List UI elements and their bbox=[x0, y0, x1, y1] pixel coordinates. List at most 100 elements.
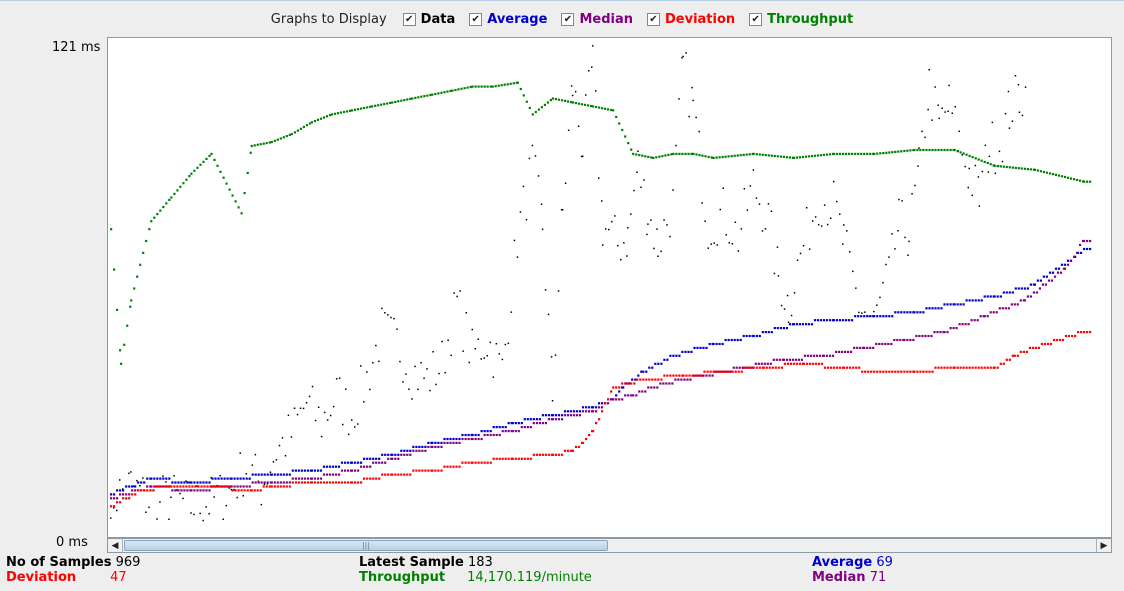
deviation-point bbox=[507, 457, 510, 460]
deviation-point bbox=[817, 362, 821, 365]
average-point bbox=[431, 441, 434, 444]
deviation-point bbox=[294, 481, 297, 484]
deviation-point bbox=[253, 489, 256, 492]
average-point bbox=[894, 311, 897, 314]
average-point bbox=[640, 370, 643, 373]
deviation-point bbox=[654, 378, 657, 381]
deviation-point bbox=[303, 481, 306, 484]
deviation-point bbox=[1049, 342, 1053, 346]
throughput-point bbox=[346, 110, 349, 113]
data-point bbox=[323, 411, 326, 414]
throughput-point bbox=[560, 99, 564, 102]
deviation-point bbox=[633, 382, 636, 385]
data-point bbox=[176, 489, 178, 491]
scroll-right-arrow-icon[interactable]: ▶ bbox=[1096, 539, 1111, 552]
average-point bbox=[458, 437, 461, 441]
deviation-stat-value: 47 bbox=[110, 570, 127, 585]
median-checkbox[interactable]: ✔ bbox=[561, 12, 575, 26]
throughput-point bbox=[928, 148, 931, 152]
average-point bbox=[946, 303, 949, 306]
data-point bbox=[984, 144, 987, 147]
median-point bbox=[1001, 307, 1004, 310]
data-checkbox[interactable]: ✔ bbox=[402, 12, 416, 26]
deviation-point bbox=[1080, 331, 1083, 334]
throughput-point bbox=[503, 83, 506, 86]
data-point bbox=[780, 304, 783, 307]
average-point bbox=[916, 311, 919, 314]
throughput-point bbox=[554, 98, 557, 101]
throughput-checkbox[interactable]: ✔ bbox=[749, 12, 763, 26]
deviation-point bbox=[122, 497, 125, 500]
deviation-point bbox=[959, 366, 962, 369]
deviation-point bbox=[1086, 331, 1089, 334]
deviation-point bbox=[449, 465, 452, 468]
throughput-point bbox=[129, 305, 132, 308]
scrollbar-thumb[interactable]: ||| bbox=[124, 540, 608, 551]
throughput-point bbox=[627, 142, 630, 145]
data-point bbox=[314, 419, 317, 422]
throughput-point bbox=[1048, 172, 1052, 175]
toggle-median[interactable]: ✔ Median bbox=[561, 12, 633, 27]
deviation-point bbox=[477, 461, 480, 464]
throughput-point bbox=[145, 239, 148, 243]
scroll-left-arrow-icon[interactable]: ◀ bbox=[108, 539, 123, 552]
throughput-point bbox=[999, 165, 1002, 168]
average-point bbox=[956, 303, 959, 306]
average-point bbox=[517, 422, 520, 425]
median-point bbox=[806, 354, 810, 357]
toggle-average[interactable]: ✔ Average bbox=[469, 12, 547, 27]
average-point bbox=[464, 433, 467, 437]
median-point bbox=[903, 338, 906, 342]
throughput-point bbox=[621, 128, 624, 132]
average-point bbox=[829, 319, 832, 322]
median-point bbox=[415, 449, 418, 452]
average-point bbox=[443, 437, 446, 441]
data-point bbox=[1004, 112, 1007, 115]
deviation-point bbox=[601, 410, 604, 413]
data-point bbox=[348, 433, 350, 436]
throughput-point bbox=[885, 151, 888, 154]
deviation-checkbox[interactable]: ✔ bbox=[646, 12, 660, 26]
samples-value: 969 bbox=[115, 555, 141, 570]
deviation-point bbox=[715, 370, 718, 373]
median-point bbox=[662, 382, 665, 385]
data-point bbox=[904, 236, 906, 239]
average-point bbox=[193, 481, 196, 484]
median-point bbox=[668, 382, 671, 385]
median-point bbox=[403, 453, 406, 456]
toggle-deviation[interactable]: ✔ Deviation bbox=[646, 12, 735, 27]
average-point bbox=[554, 414, 557, 417]
throughput-point bbox=[860, 152, 863, 155]
toggle-throughput[interactable]: ✔ Throughput bbox=[749, 12, 853, 27]
median-point bbox=[134, 489, 137, 492]
toggle-data[interactable]: ✔ Data bbox=[402, 12, 455, 27]
median-point bbox=[230, 485, 233, 488]
median-point bbox=[829, 354, 832, 357]
data-point bbox=[378, 360, 380, 363]
median-point bbox=[270, 481, 273, 484]
throughput-point bbox=[638, 154, 641, 157]
median-point bbox=[598, 406, 601, 409]
throughput-point bbox=[371, 105, 374, 108]
average-point bbox=[378, 457, 381, 460]
throughput-point bbox=[845, 152, 848, 155]
average-point bbox=[418, 445, 421, 448]
deviation-point bbox=[1089, 331, 1092, 334]
data-point bbox=[366, 371, 368, 373]
throughput-point bbox=[273, 139, 276, 142]
median-point bbox=[427, 445, 430, 448]
data-point bbox=[272, 461, 275, 463]
median-point bbox=[263, 481, 266, 484]
data-point bbox=[156, 518, 158, 520]
throughput-point bbox=[354, 108, 357, 111]
data-point bbox=[849, 251, 851, 253]
average-point bbox=[903, 311, 906, 314]
throughput-point bbox=[879, 152, 882, 155]
average-checkbox[interactable]: ✔ bbox=[469, 12, 483, 26]
deviation-point bbox=[1008, 358, 1011, 361]
median-point bbox=[489, 433, 492, 437]
average-point bbox=[1060, 263, 1064, 266]
deviation-point bbox=[983, 366, 986, 369]
graph-horizontal-scrollbar[interactable]: ◀ ||| ▶ bbox=[107, 538, 1112, 553]
deviation-point bbox=[119, 501, 122, 504]
